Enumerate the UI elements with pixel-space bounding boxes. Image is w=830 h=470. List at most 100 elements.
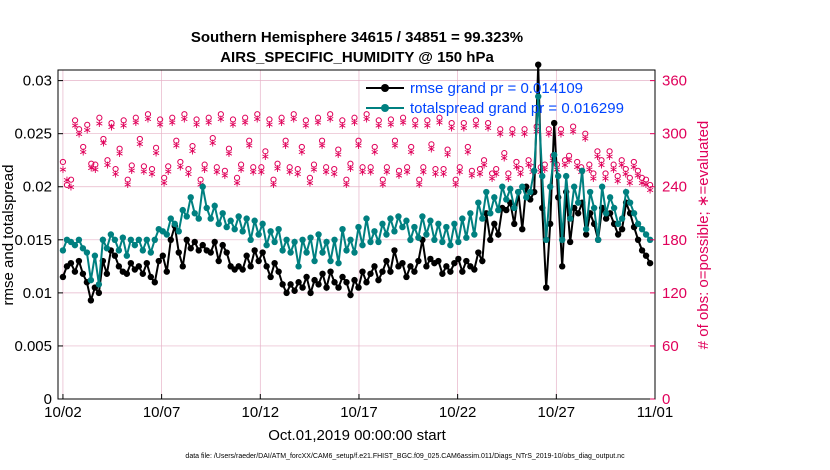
obs-evaluated-marker: ∗ [641,178,650,191]
rmse-point [275,268,282,275]
obs-evaluated-marker: ∗ [560,159,569,172]
spread-point [590,204,598,212]
obs-possible-marker [132,114,139,121]
spread-point [363,215,370,222]
rmse-point [551,119,558,127]
rmse-point [307,289,314,297]
rmse-point [602,215,610,222]
rmse-point [191,238,198,246]
spread-point [203,204,210,212]
obs-evaluated-marker: ∗ [87,161,96,174]
obs-evaluated-marker: ∗ [524,159,533,172]
obs-possible-marker [614,173,621,180]
spread-point [455,238,462,246]
obs-evaluated-marker: ∗ [245,139,254,152]
spread-point [495,206,502,214]
x-tick-label: 11/01 [637,404,673,421]
spread-point [231,225,238,233]
spread-point [630,210,638,217]
rmse-point [471,266,478,273]
rmse-point [475,249,482,256]
obs-possible-marker [213,164,220,171]
rmse-point [407,263,414,270]
legend-spread-marker [381,104,389,112]
obs-evaluated-marker: ∗ [176,160,185,173]
rmse-point [319,270,326,277]
obs-possible-marker [323,164,330,171]
obs-evaluated-marker: ∗ [334,148,343,161]
obs-possible-marker [525,157,532,164]
obs-evaluated-marker: ∗ [463,145,472,158]
rmse-point [355,284,362,291]
obs-possible-marker [189,142,196,150]
rmse-point [287,281,294,288]
spread-point [447,241,454,249]
obs-possible-marker [513,158,520,166]
obs-evaluated-marker: ∗ [605,150,614,163]
rmse-point [263,263,270,270]
obs-possible-marker [517,165,524,173]
spread-point [319,249,326,256]
rmse-point [427,255,434,263]
spread-point [606,194,614,201]
rmse-point [291,287,298,294]
obs-evaluated-marker: ∗ [249,166,258,179]
obs-evaluated-marker: ∗ [143,113,152,126]
obs-possible-marker [258,164,265,171]
obs-evaluated-marker: ∗ [289,113,298,126]
obs-evaluated-marker: ∗ [467,169,476,182]
spread-point [531,167,538,175]
rmse-point [491,220,498,228]
spread-point [139,247,147,254]
y-left-tick-label: 0.015 [14,232,52,249]
rmse-point [323,284,330,291]
spread-point [239,228,246,235]
spread-point [215,220,222,228]
obs-evaluated-marker: ∗ [516,167,525,180]
rmse-point [303,273,310,281]
legend-spread-label: totalspread grand pr = 0.016299 [410,100,624,117]
obs-possible-marker [561,157,569,164]
rmse-point [511,220,518,228]
y-left-tick-label: 0.005 [14,338,52,355]
obs-evaluated-marker: ∗ [625,176,634,189]
obs-evaluated-marker: ∗ [645,183,654,196]
obs-possible-marker [489,170,496,177]
obs-evaluated-marker: ∗ [160,176,169,189]
obs-evaluated-marker: ∗ [277,116,286,129]
obs-evaluated-marker: ∗ [285,166,294,179]
spread-point [179,206,186,214]
obs-possible-marker [347,160,354,167]
y-left-tick-label: 0.03 [23,73,52,90]
obs-evaluated-marker: ∗ [569,125,578,138]
obs-possible-marker [165,163,172,170]
spread-point [415,234,422,241]
obs-evaluated-marker: ∗ [419,166,428,179]
obs-possible-marker [76,126,83,133]
obs-evaluated-marker: ∗ [362,113,371,126]
spread-point [507,185,514,193]
obs-evaluated-marker: ∗ [508,128,517,141]
obs-evaluated-marker: ∗ [66,181,75,194]
obs-possible-marker [331,165,338,173]
rmse-point [95,289,103,297]
obs-possible-marker [161,174,168,181]
obs-evaluated-marker: ∗ [471,119,480,132]
obs-possible-marker [181,111,188,118]
spread-point [175,228,182,235]
spread-point [315,231,322,238]
obs-evaluated-marker: ∗ [589,172,598,185]
spread-point [327,257,334,265]
obs-possible-marker [274,160,281,167]
rmse-point [479,257,486,265]
obs-possible-marker [294,165,301,173]
obs-possible-marker [408,143,415,151]
rmse-point [271,259,278,267]
rmse-point [163,268,170,275]
obs-possible-marker [383,164,390,171]
spread-point [283,236,290,244]
obs-evaluated-marker: ∗ [370,145,379,158]
obs-possible-marker [148,165,156,173]
obs-possible-marker [484,119,492,127]
x-tick-label: 10/22 [439,404,477,421]
